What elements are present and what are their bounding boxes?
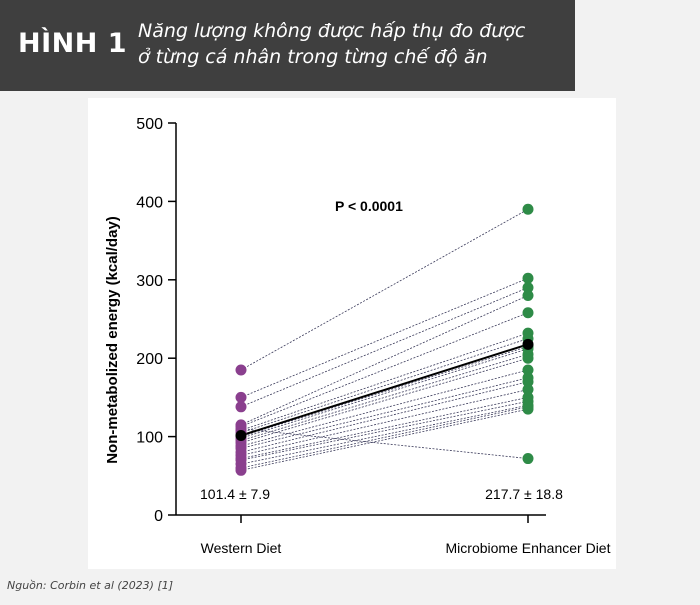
enhancer-diet-point: [522, 384, 534, 396]
pair-line: [240, 277, 529, 398]
pair-line: [240, 332, 529, 431]
pair-line: [240, 428, 529, 459]
enhancer-diet-point: [522, 289, 534, 301]
enhancer-diet-point: [522, 352, 534, 364]
figure-label: HÌNH 1: [18, 28, 128, 59]
pair-line: [240, 404, 529, 465]
enhancer-diet-point: [522, 307, 534, 319]
stat-label-western: 101.4 ± 7.9: [200, 486, 270, 502]
western-diet-point: [235, 364, 247, 376]
y-axis: 0 100 200 300 400 500: [136, 116, 177, 525]
pair-line: [240, 408, 529, 471]
enhancer-diet-point: [522, 282, 534, 294]
figure-title-line-2: ở từng cá nhân trong từng chế độ ăn: [138, 46, 488, 68]
pair-line: [240, 377, 529, 449]
pair-line: [240, 338, 529, 434]
enhancer-diet-mean-point: [522, 338, 534, 350]
pair-line: [240, 397, 529, 459]
pair-line: [240, 406, 529, 469]
mean-line: [240, 343, 529, 437]
pair-line: [240, 400, 529, 461]
pair-line: [240, 369, 529, 447]
y-tick-label: 400: [136, 194, 163, 211]
figure-title-line-1: Năng lượng không được hấp thụ đo được: [138, 20, 526, 42]
stat-label-enhancer: 217.7 ± 18.8: [485, 486, 563, 502]
y-axis-label: Non-metabolized energy (kcal/day): [104, 216, 121, 464]
enhancer-diet-point: [522, 376, 534, 388]
pair-line: [240, 346, 529, 437]
x-axis: Western Diet Microbiome Enhancer Diet: [176, 514, 611, 556]
source-note: Nguồn: Corbin et al (2023) [1]: [7, 579, 174, 592]
y-tick-label: 100: [136, 430, 163, 447]
pair-line: [240, 357, 529, 444]
data-points: [235, 203, 534, 476]
pair-line: [240, 381, 529, 453]
pair-line: [240, 312, 529, 427]
western-diet-point: [235, 391, 247, 403]
x-tick-label: Western Diet: [201, 540, 282, 556]
western-diet-mean-point: [235, 430, 247, 442]
pair-line: [240, 348, 529, 439]
p-value-annotation: P < 0.0001: [335, 198, 403, 214]
y-tick-label: 300: [136, 273, 163, 290]
y-tick-label: 0: [154, 508, 163, 525]
enhancer-diet-point: [522, 364, 534, 376]
chart-container: 0 100 200 300 400 500 Western Diet Microbiome …: [88, 98, 616, 569]
enhancer-diet-point: [522, 453, 534, 465]
enhancer-diet-point: [522, 272, 534, 284]
pair-line: [240, 353, 529, 441]
figure-title: Năng lượng không được hấp thụ đo được ở …: [138, 18, 525, 70]
enhancer-diet-point: [522, 203, 534, 215]
western-diet-point: [235, 464, 247, 476]
pair-lines: [240, 208, 529, 471]
pair-line: [240, 287, 529, 408]
enhancer-diet-point: [522, 403, 534, 415]
pair-line: [240, 208, 529, 371]
x-tick-label: Microbiome Enhancer Diet: [446, 540, 611, 556]
y-tick-label: 200: [136, 351, 163, 368]
pair-line: [240, 389, 529, 456]
western-diet-point: [235, 401, 247, 413]
y-tick-label: 500: [136, 116, 163, 133]
figure-banner: HÌNH 1 Năng lượng không được hấp thụ đo …: [0, 0, 575, 91]
paired-scatter-chart: 0 100 200 300 400 500 Western Diet Microbiome …: [104, 116, 611, 556]
